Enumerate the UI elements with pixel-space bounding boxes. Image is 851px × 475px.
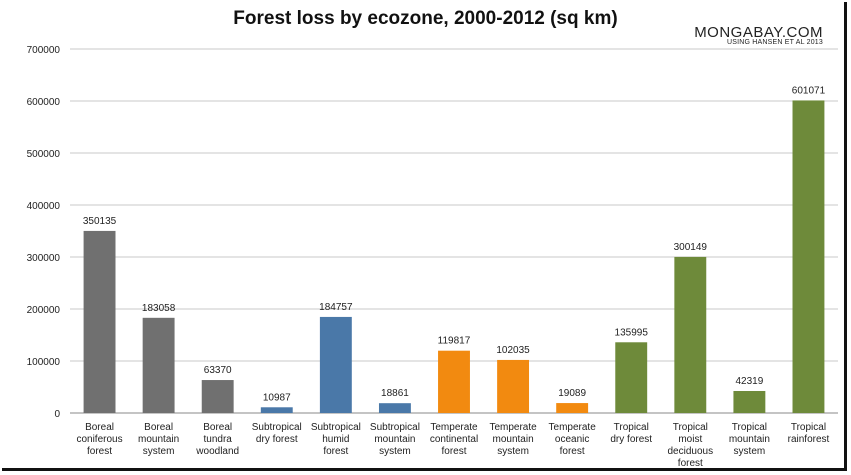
data-label: 184757 <box>319 302 353 313</box>
data-label: 102035 <box>496 345 530 356</box>
x-tick-label: humid <box>322 434 349 445</box>
bar <box>556 403 589 413</box>
source-credit: MONGABAY.COM USING HANSEN ET AL 2013 <box>694 24 823 46</box>
y-tick-label: 300000 <box>27 253 61 264</box>
bar <box>792 100 825 413</box>
bar <box>201 380 234 413</box>
x-tick-label: system <box>497 446 529 457</box>
x-tick-label: Subtropical <box>311 422 361 433</box>
source-credit-line1: MONGABAY.COM <box>694 24 823 41</box>
bar <box>615 342 648 413</box>
x-tick-label: Temperate <box>549 422 597 433</box>
y-tick-label: 700000 <box>27 45 61 56</box>
data-label: 300149 <box>674 242 708 253</box>
data-label: 18861 <box>381 388 409 399</box>
bar <box>497 359 530 413</box>
x-tick-label: Boreal <box>85 422 114 433</box>
y-tick-label: 200000 <box>27 305 61 316</box>
y-tick-label: 500000 <box>27 149 61 160</box>
x-tick-label: forest <box>678 458 703 469</box>
x-tick-label: Boreal <box>144 422 173 433</box>
data-label: 183058 <box>142 303 176 314</box>
x-tick-label: moist <box>678 434 702 445</box>
data-label: 601071 <box>792 85 826 96</box>
data-label: 42319 <box>735 376 763 387</box>
y-tick-label: 0 <box>54 409 60 420</box>
x-tick-label: mountain <box>374 434 415 445</box>
x-tick-label: tundra <box>204 434 233 445</box>
bar <box>83 230 116 413</box>
bar <box>142 317 175 413</box>
source-credit-line2: USING HANSEN ET AL 2013 <box>726 39 823 46</box>
x-tick-label: deciduous <box>668 446 714 457</box>
bar <box>674 256 707 413</box>
x-tick-label: rainforest <box>788 434 830 445</box>
bar <box>319 316 352 413</box>
data-label: 19089 <box>558 388 586 399</box>
bar <box>378 403 411 413</box>
x-tick-label: mountain <box>493 434 534 445</box>
y-tick-label: 100000 <box>27 357 61 368</box>
x-tick-label: Tropical <box>673 422 708 433</box>
x-tick-label: woodland <box>195 446 239 457</box>
bar <box>438 350 470 413</box>
x-tick-label: forest <box>87 446 112 457</box>
x-tick-label: Tropical <box>732 422 767 433</box>
x-tick-label: system <box>734 446 766 457</box>
x-tick-label: coniferous <box>76 434 122 445</box>
x-tick-label: mountain <box>138 434 179 445</box>
x-tick-label: Boreal <box>203 422 232 433</box>
x-tick-label: forest <box>560 446 585 457</box>
data-label: 135995 <box>615 327 649 338</box>
x-tick-label: dry forest <box>610 434 652 445</box>
y-tick-label: 400000 <box>27 201 61 212</box>
bar <box>733 390 766 413</box>
x-tick-label: oceanic <box>555 434 589 445</box>
data-label: 63370 <box>204 365 232 376</box>
x-tick-label: mountain <box>729 434 770 445</box>
x-tick-label: system <box>143 446 175 457</box>
data-label: 10987 <box>263 392 291 403</box>
x-tick-label: Temperate <box>430 422 478 433</box>
data-label: 350135 <box>83 216 117 227</box>
x-tick-label: system <box>379 446 411 457</box>
data-label: 119817 <box>438 336 471 347</box>
x-tick-label: Tropical <box>614 422 649 433</box>
x-tick-label: continental <box>430 434 478 445</box>
x-tick-label: forest <box>441 446 466 457</box>
x-tick-label: Subtropical <box>252 422 302 433</box>
x-tick-label: Temperate <box>489 422 537 433</box>
x-tick-label: Subtropical <box>370 422 420 433</box>
x-tick-label: dry forest <box>256 434 298 445</box>
x-tick-label: Tropical <box>791 422 826 433</box>
bar <box>260 407 293 413</box>
chart-title: Forest loss by ecozone, 2000-2012 (sq km… <box>233 8 618 29</box>
x-tick-label: forest <box>323 446 348 457</box>
y-tick-label: 600000 <box>27 97 61 108</box>
